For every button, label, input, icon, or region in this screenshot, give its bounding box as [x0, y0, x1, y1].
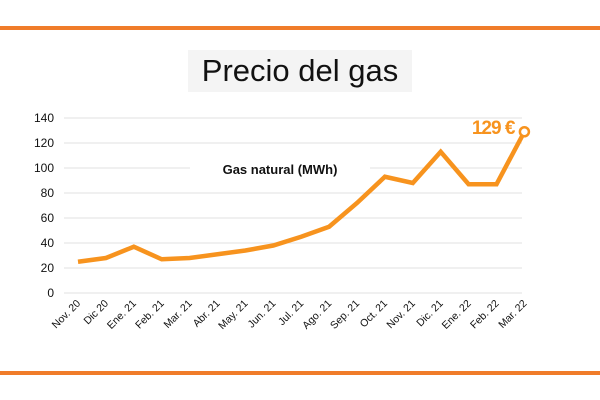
x-tick-label: Nov. 21 — [384, 298, 418, 332]
x-tick-label: Ago. 21 — [300, 298, 334, 332]
top-rule — [0, 26, 600, 30]
y-tick-label: 0 — [47, 286, 54, 300]
x-tick-label: Nov. 20 — [50, 298, 84, 332]
series-label: Gas natural (MWh) — [223, 162, 338, 177]
x-tick-label: Jun. 21 — [246, 298, 279, 331]
y-tick-label: 120 — [34, 136, 54, 150]
chart-title: Precio del gas — [188, 50, 412, 92]
value-annotation: 129 € — [472, 118, 516, 139]
bottom-rule — [0, 371, 600, 375]
data-point-last — [518, 126, 531, 138]
x-tick-label: Sep. 21 — [328, 298, 362, 332]
x-tick-label: Oct. 21 — [358, 298, 391, 331]
y-tick-label: 140 — [34, 111, 54, 125]
x-tick-label: Ene. 22 — [440, 298, 474, 332]
y-tick-label: 60 — [41, 211, 55, 225]
x-tick-label: Feb. 22 — [468, 298, 502, 332]
x-tick-label: Mar. 21 — [161, 298, 194, 331]
series-line — [77, 130, 527, 264]
x-tick-label: Ene. 21 — [105, 298, 139, 332]
x-tick-label: May. 21 — [216, 298, 250, 332]
y-tick-label: 80 — [41, 186, 55, 200]
y-tick-label: 100 — [34, 161, 54, 175]
y-tick-label: 40 — [41, 236, 55, 250]
x-tick-label: Mar. 22 — [496, 298, 529, 331]
y-tick-label: 20 — [41, 261, 55, 275]
x-tick-label: Feb. 21 — [133, 298, 167, 332]
